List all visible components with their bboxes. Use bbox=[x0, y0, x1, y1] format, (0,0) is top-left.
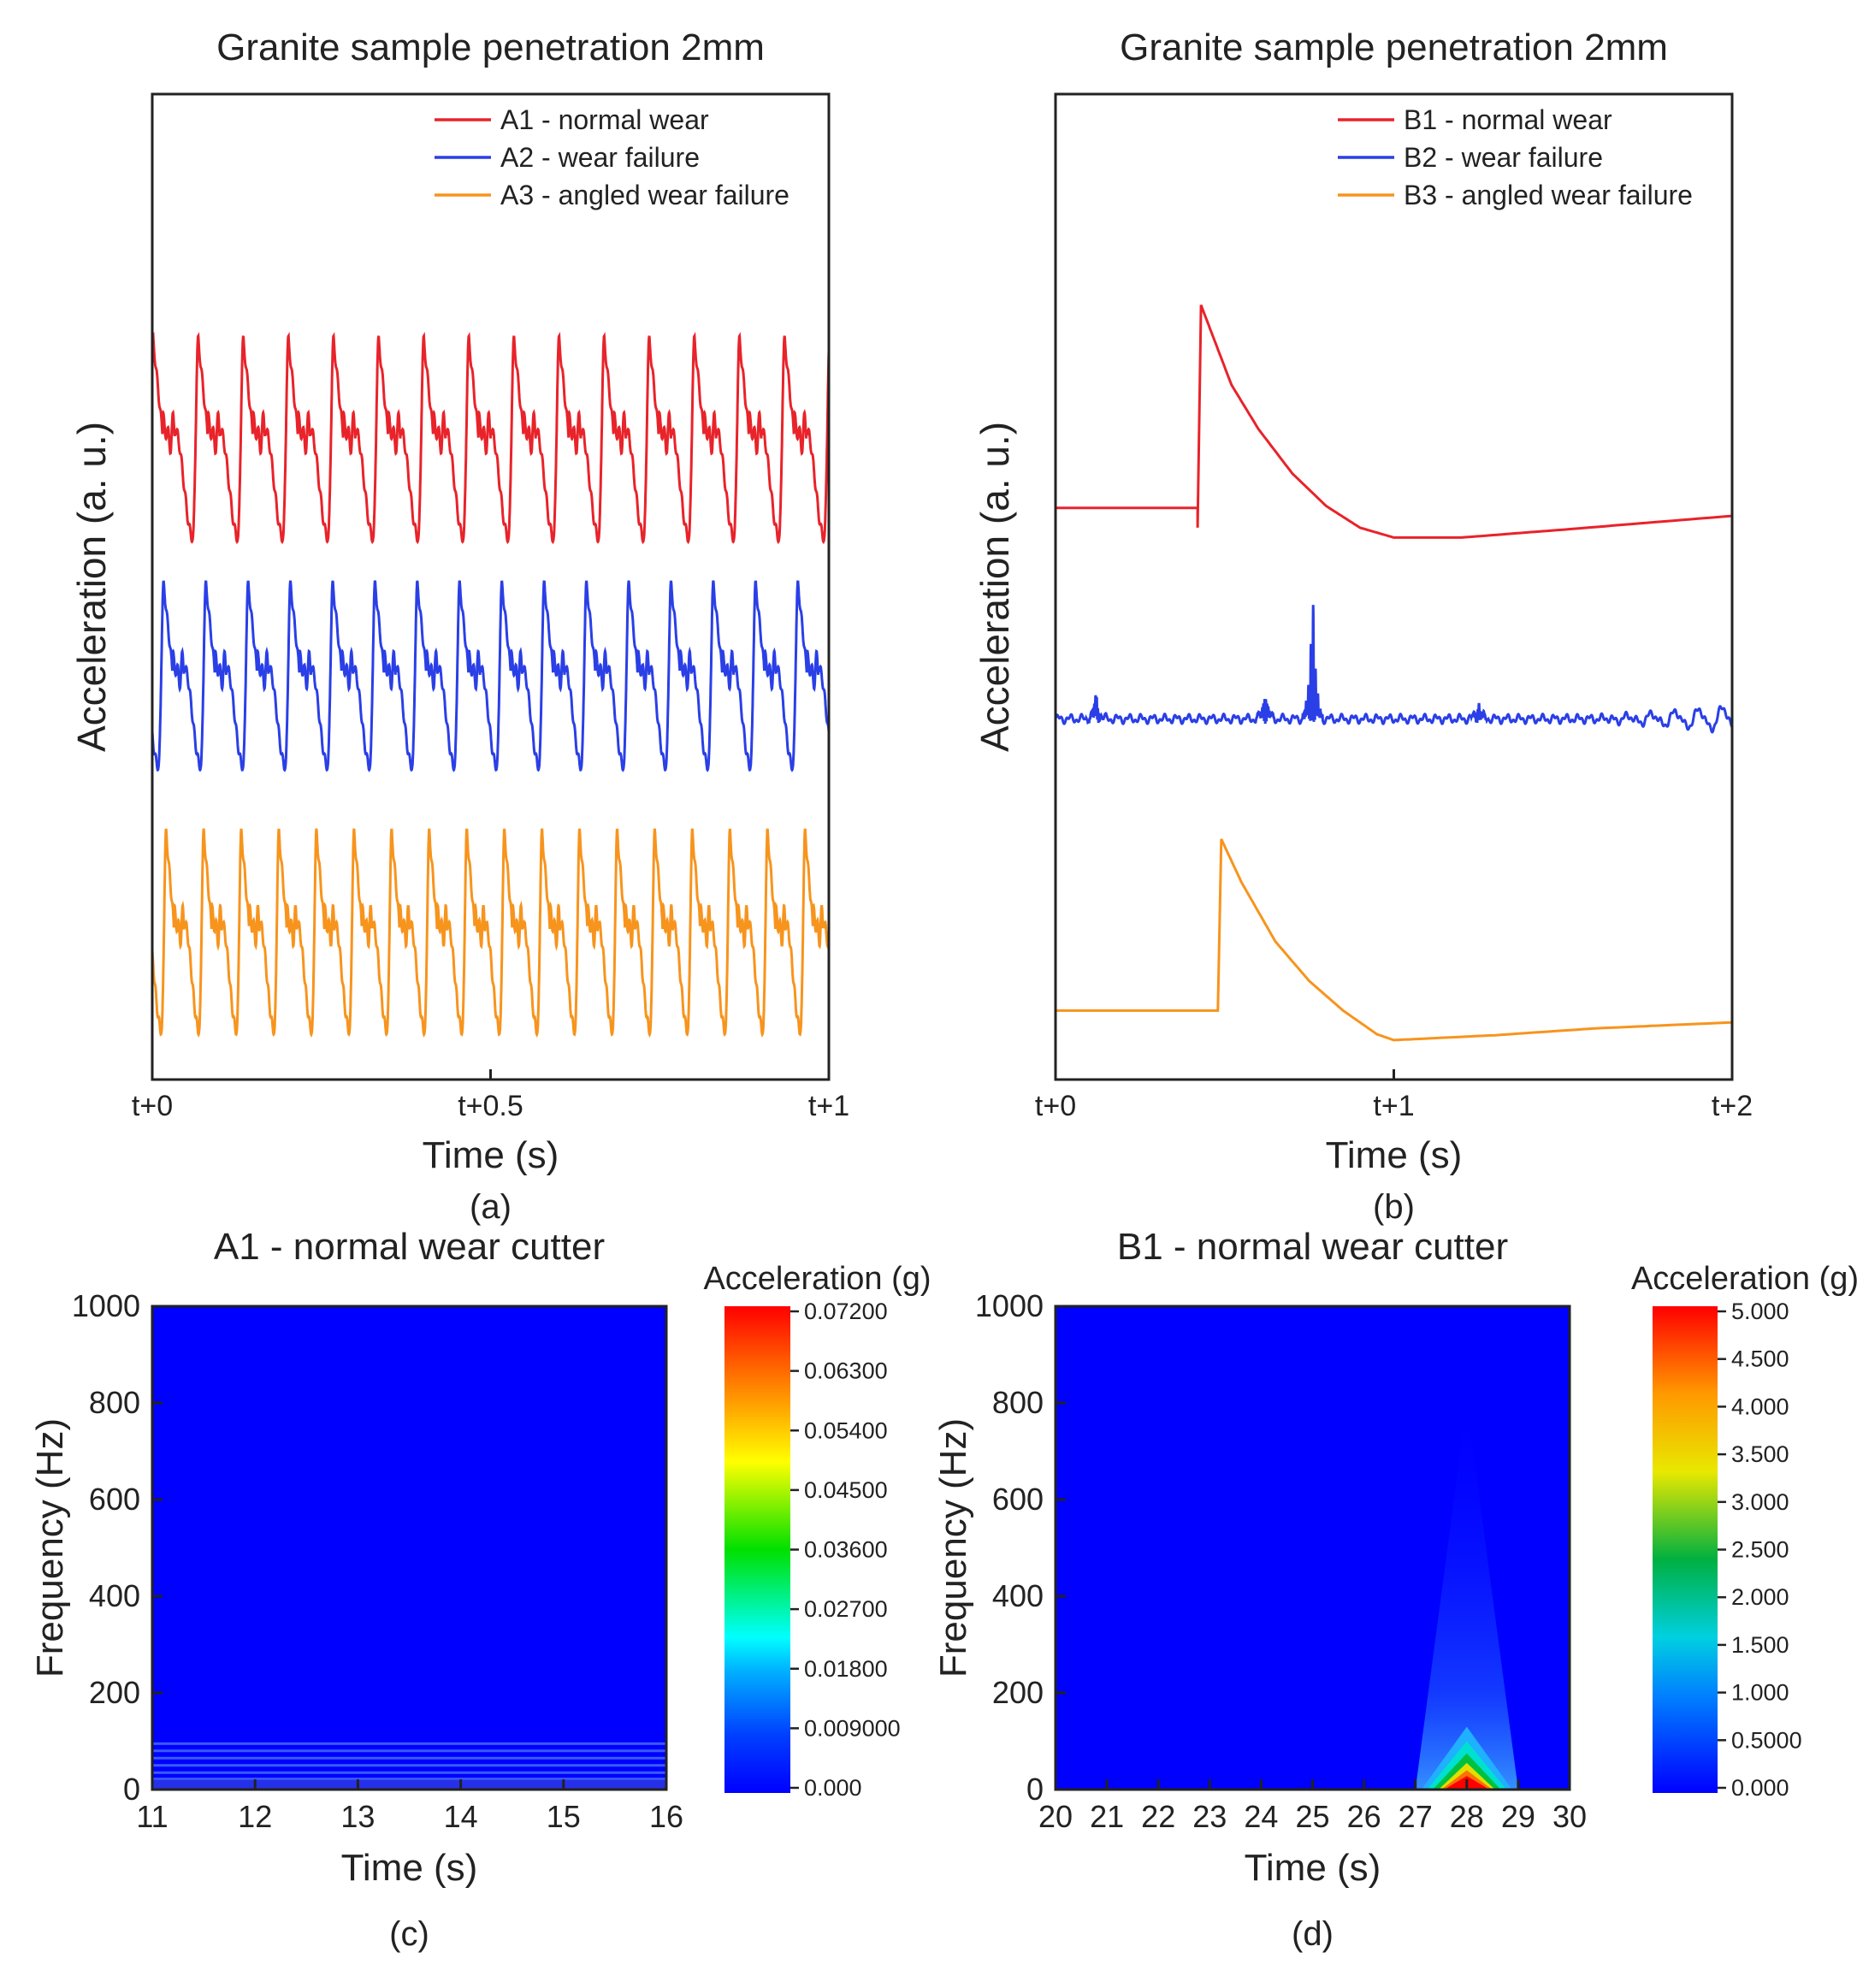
series-line-2 bbox=[151, 580, 831, 772]
x-tick-label: 13 bbox=[340, 1799, 375, 1834]
panel-a bbox=[151, 331, 831, 1038]
series-line-3 bbox=[151, 828, 831, 1038]
x-axis-label: Time (s) bbox=[1326, 1134, 1463, 1176]
plot-frame bbox=[1054, 92, 1734, 1081]
colorbar-tick-label: 0.000 bbox=[804, 1775, 862, 1801]
x-tick-label: t+0.5 bbox=[458, 1090, 523, 1122]
colorbar-tick-label: 0.000 bbox=[1731, 1775, 1789, 1801]
colorbar-tick-label: 0.009000 bbox=[804, 1715, 901, 1741]
y-tick-label: 400 bbox=[89, 1578, 140, 1613]
colorbar-tick-label: 3.000 bbox=[1731, 1489, 1789, 1515]
colorbar-tick-label: 4.000 bbox=[1731, 1393, 1789, 1419]
legend-label: B1 - normal wear bbox=[1404, 104, 1612, 135]
x-tick-label: 24 bbox=[1244, 1799, 1278, 1834]
x-tick-label: 23 bbox=[1192, 1799, 1227, 1834]
colorbar-label: Acceleration (g) bbox=[703, 1261, 931, 1297]
x-tick-label: 11 bbox=[136, 1799, 168, 1834]
colorbar-tick-label: 0.05400 bbox=[804, 1417, 888, 1443]
panel-caption: (a) bbox=[470, 1188, 512, 1226]
series-line-1 bbox=[1056, 304, 1733, 539]
colorbar-tick-label: 0.07200 bbox=[804, 1299, 888, 1324]
x-tick-label: 15 bbox=[547, 1799, 581, 1834]
series-line-1 bbox=[151, 331, 831, 545]
colorbar-tick-label: 2.000 bbox=[1731, 1584, 1789, 1610]
legend-label: B2 - wear failure bbox=[1404, 142, 1603, 173]
panel-caption: (b) bbox=[1373, 1188, 1415, 1226]
y-tick-label: 0 bbox=[1026, 1772, 1044, 1807]
x-tick-label: t+2 bbox=[1712, 1090, 1753, 1122]
x-tick-label: t+1 bbox=[808, 1090, 849, 1122]
y-tick-label: 0 bbox=[123, 1772, 140, 1807]
x-tick-label: 29 bbox=[1501, 1799, 1535, 1834]
x-axis-label: Time (s) bbox=[341, 1847, 478, 1889]
x-tick-label: 28 bbox=[1450, 1799, 1484, 1834]
x-tick-label: 14 bbox=[444, 1799, 478, 1834]
colorbar bbox=[1653, 1306, 1718, 1793]
colorbar-tick-label: 0.04500 bbox=[804, 1477, 888, 1503]
colorbar bbox=[724, 1306, 790, 1793]
colorbar-tick-label: 4.500 bbox=[1731, 1346, 1789, 1372]
colorbar-tick-label: 5.000 bbox=[1731, 1299, 1789, 1324]
y-tick-label: 200 bbox=[89, 1675, 140, 1710]
legend-label: A3 - angled wear failure bbox=[500, 180, 790, 210]
x-axis-label: Time (s) bbox=[423, 1134, 559, 1176]
x-tick-label: 25 bbox=[1295, 1799, 1329, 1834]
y-tick-label: 1000 bbox=[975, 1288, 1044, 1323]
heatmap-band bbox=[152, 1779, 666, 1790]
y-tick-label: 600 bbox=[89, 1482, 140, 1517]
colorbar-tick-label: 0.02700 bbox=[804, 1596, 888, 1622]
y-tick-label: 600 bbox=[992, 1482, 1044, 1517]
x-tick-label: t+0 bbox=[1035, 1090, 1076, 1122]
x-tick-label: t+1 bbox=[1373, 1090, 1414, 1122]
y-tick-label: 800 bbox=[992, 1385, 1044, 1420]
x-tick-label: 22 bbox=[1141, 1799, 1175, 1834]
colorbar-tick-label: 1.500 bbox=[1731, 1632, 1789, 1658]
colorbar-tick-label: 1.000 bbox=[1731, 1680, 1789, 1706]
colorbar-tick-label: 3.500 bbox=[1731, 1441, 1789, 1467]
legend-label: A1 - normal wear bbox=[500, 104, 709, 135]
colorbar-tick-label: 0.06300 bbox=[804, 1358, 888, 1384]
panel-caption: (c) bbox=[389, 1915, 429, 1953]
panel-caption: (d) bbox=[1292, 1915, 1334, 1953]
y-axis-label: Frequency (Hz) bbox=[932, 1418, 974, 1677]
x-axis-label: Time (s) bbox=[1245, 1847, 1381, 1889]
x-tick-label: 21 bbox=[1090, 1799, 1124, 1834]
x-tick-label: 27 bbox=[1399, 1799, 1433, 1834]
heatmap-hotspot-halo bbox=[1415, 1403, 1518, 1790]
y-axis-label: Frequency (Hz) bbox=[29, 1418, 71, 1677]
y-tick-label: 400 bbox=[992, 1578, 1044, 1613]
x-tick-label: 16 bbox=[649, 1799, 683, 1834]
chart-title: Granite sample penetration 2mm bbox=[216, 27, 765, 68]
chart-title: B1 - normal wear cutter bbox=[1117, 1226, 1508, 1268]
legend-label: B3 - angled wear failure bbox=[1404, 180, 1693, 210]
colorbar-tick-label: 0.03600 bbox=[804, 1537, 888, 1563]
y-tick-label: 200 bbox=[992, 1675, 1044, 1710]
y-axis-label: Acceleration (a. u.) bbox=[69, 422, 114, 752]
colorbar-tick-label: 0.5000 bbox=[1731, 1727, 1802, 1753]
colorbar-label: Acceleration (g) bbox=[1631, 1261, 1857, 1297]
x-tick-label: 20 bbox=[1038, 1799, 1073, 1834]
x-tick-label: 12 bbox=[238, 1799, 272, 1834]
y-tick-label: 800 bbox=[89, 1385, 140, 1420]
plot-frame bbox=[151, 1305, 668, 1791]
colorbar-tick-label: 0.01800 bbox=[804, 1656, 888, 1682]
x-tick-label: t+0 bbox=[132, 1090, 173, 1122]
legend-label: A2 - wear failure bbox=[500, 142, 700, 173]
x-tick-label: 30 bbox=[1552, 1799, 1587, 1834]
colorbar-tick-label: 2.500 bbox=[1731, 1537, 1789, 1563]
x-tick-label: 26 bbox=[1347, 1799, 1381, 1834]
chart-title: A1 - normal wear cutter bbox=[214, 1226, 605, 1268]
series-line-2 bbox=[1054, 605, 1734, 734]
y-axis-label: Acceleration (a. u.) bbox=[973, 422, 1017, 752]
panel-b bbox=[1054, 304, 1734, 1042]
series-line-3 bbox=[1056, 838, 1733, 1042]
y-tick-label: 1000 bbox=[72, 1288, 140, 1323]
heatmap-background bbox=[152, 1306, 666, 1790]
chart-title: Granite sample penetration 2mm bbox=[1120, 27, 1668, 68]
